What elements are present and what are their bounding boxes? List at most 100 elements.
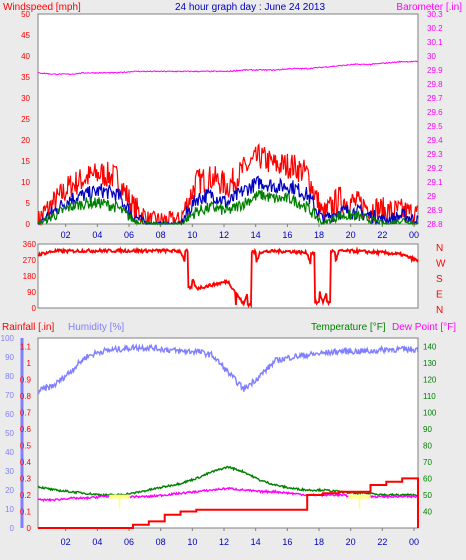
x-tick-label-top: 08	[156, 230, 166, 240]
barometer-tick-label: 29.6	[427, 108, 443, 117]
windspeed-tick-label: 20	[21, 136, 30, 145]
temperature-tick-label: 110	[423, 392, 436, 401]
direction-tick-label: 0	[32, 304, 37, 313]
x-tick-label-top: 14	[251, 230, 261, 240]
direction-plot-area	[37, 243, 419, 309]
x-tick-label-top: 10	[187, 230, 197, 240]
windspeed-tick-label: 25	[21, 115, 30, 124]
barometer-tick-label: 28.9	[427, 206, 443, 215]
barometer-tick-label: 29.4	[427, 136, 443, 145]
compass-label: W	[436, 259, 446, 270]
x-tick-label-top: 00	[409, 230, 419, 240]
temperature-tick-label: 80	[423, 441, 432, 450]
rainfall-tick-label: 0.1	[20, 507, 32, 516]
humidity-tick-label: 90	[5, 353, 14, 362]
x-tick-label-bottom: 08	[156, 537, 166, 547]
rainfall-line	[38, 477, 419, 529]
barometer-tick-label: 29.3	[427, 150, 443, 159]
rainfall-tick-label: 0.8	[20, 392, 32, 401]
windspeed-tick-label: 30	[21, 94, 30, 103]
barometer-tick-label: 30.2	[427, 24, 443, 33]
windspeed-tick-label: 10	[21, 178, 30, 187]
humidity-tick-label: 100	[1, 334, 15, 343]
rainfall-tick-label: 0.3	[20, 474, 32, 483]
barometer-axis-title: Barometer [.in]	[396, 2, 462, 13]
data-series	[37, 60, 419, 529]
temperature-plot-area	[37, 337, 419, 529]
direction-tick-label: 90	[27, 288, 36, 297]
x-tick-label-bottom: 02	[61, 537, 71, 547]
x-tick-label-top: 20	[346, 230, 356, 240]
temperature-tick-label: 120	[423, 375, 437, 384]
wind-minimum-line	[37, 189, 419, 227]
x-tick-label-bottom: 10	[187, 537, 197, 547]
rainfall-tick-label: 0	[27, 524, 32, 533]
humidity-tick-label: 50	[5, 429, 14, 438]
x-tick-label-bottom: 22	[377, 537, 387, 547]
x-tick-label-bottom: 16	[282, 537, 292, 547]
x-tick-label-top: 18	[314, 230, 324, 240]
rainfall-tick-label: 0.7	[20, 408, 32, 417]
wind-gust-line	[37, 142, 419, 227]
windspeed-tick-label: 0	[26, 220, 31, 229]
x-tick-label-top: 12	[219, 230, 229, 240]
temperature-tick-label: 90	[423, 425, 432, 434]
humidity-tick-label: 40	[5, 448, 14, 457]
barometer-tick-label: 28.8	[427, 220, 443, 229]
windspeed-tick-label: 15	[21, 157, 30, 166]
humidity-tick-label: 60	[5, 410, 14, 419]
x-tick-label-bottom: 20	[346, 537, 356, 547]
humidity-line	[37, 343, 419, 395]
rainfall-tick-label: 0.6	[20, 425, 32, 434]
direction-tick-label: 360	[23, 240, 37, 249]
dewpoint-axis-title: Dew Point [°F]	[392, 322, 456, 333]
rainfall-axis-title: Rainfall [.in]	[2, 322, 54, 333]
humidity-tick-label: 10	[5, 505, 14, 514]
barometer-tick-label: 29	[427, 192, 436, 201]
windspeed-tick-label: 35	[21, 73, 30, 82]
barometer-line	[37, 60, 418, 76]
barometer-tick-label: 29.8	[427, 80, 443, 89]
humidity-tick-label: 80	[5, 372, 14, 381]
compass-label: N	[436, 305, 443, 316]
x-tick-label-top: 04	[92, 230, 102, 240]
windspeed-tick-label: 40	[21, 52, 30, 61]
x-tick-label-bottom: 00	[409, 537, 419, 547]
rainfall-tick-label: 0.2	[20, 491, 32, 500]
barometer-tick-label: 29.2	[427, 164, 443, 173]
direction-tick-label: 270	[23, 256, 37, 265]
temperature-tick-label: 50	[423, 491, 432, 500]
windspeed-axis-title: Windspeed [mph]	[3, 2, 81, 13]
windspeed-tick-label: 5	[26, 199, 31, 208]
temperature-tick-label: 140	[423, 342, 437, 351]
humidity-tick-label: 70	[5, 391, 14, 400]
barometer-tick-label: 29.7	[427, 94, 443, 103]
barometer-tick-label: 30.1	[427, 38, 443, 47]
wind-direction-line	[37, 246, 419, 309]
x-tick-label-top: 06	[124, 230, 134, 240]
windspeed-tick-label: 50	[21, 10, 30, 19]
chart-title: 24 hour graph day : June 24 2013	[175, 2, 326, 13]
temperature-axis-title: Temperature [°F]	[311, 322, 386, 333]
x-tick-label-top: 22	[377, 230, 387, 240]
x-tick-label-top: 02	[61, 230, 71, 240]
x-tick-label-bottom: 06	[124, 537, 134, 547]
windspeed-tick-label: 45	[21, 31, 30, 40]
x-tick-label-bottom: 18	[314, 537, 324, 547]
x-tick-label-bottom: 04	[92, 537, 102, 547]
barometer-tick-label: 30.3	[427, 10, 443, 19]
rainfall-tick-label: 1.1	[20, 342, 32, 351]
rainfall-tick-label: 0.4	[20, 458, 32, 467]
x-tick-label-bottom: 12	[219, 537, 229, 547]
temperature-tick-label: 70	[423, 458, 432, 467]
compass-label: E	[436, 290, 443, 301]
barometer-tick-label: 29.9	[427, 66, 443, 75]
humidity-tick-label: 30	[5, 467, 14, 476]
axis-ticks: 0202040406060808101012121414161618182020…	[1, 10, 446, 547]
direction-tick-label: 180	[23, 272, 37, 281]
x-tick-label-top: 16	[282, 230, 292, 240]
rainfall-tick-label: 1	[27, 359, 32, 368]
temperature-tick-label: 130	[423, 359, 437, 368]
